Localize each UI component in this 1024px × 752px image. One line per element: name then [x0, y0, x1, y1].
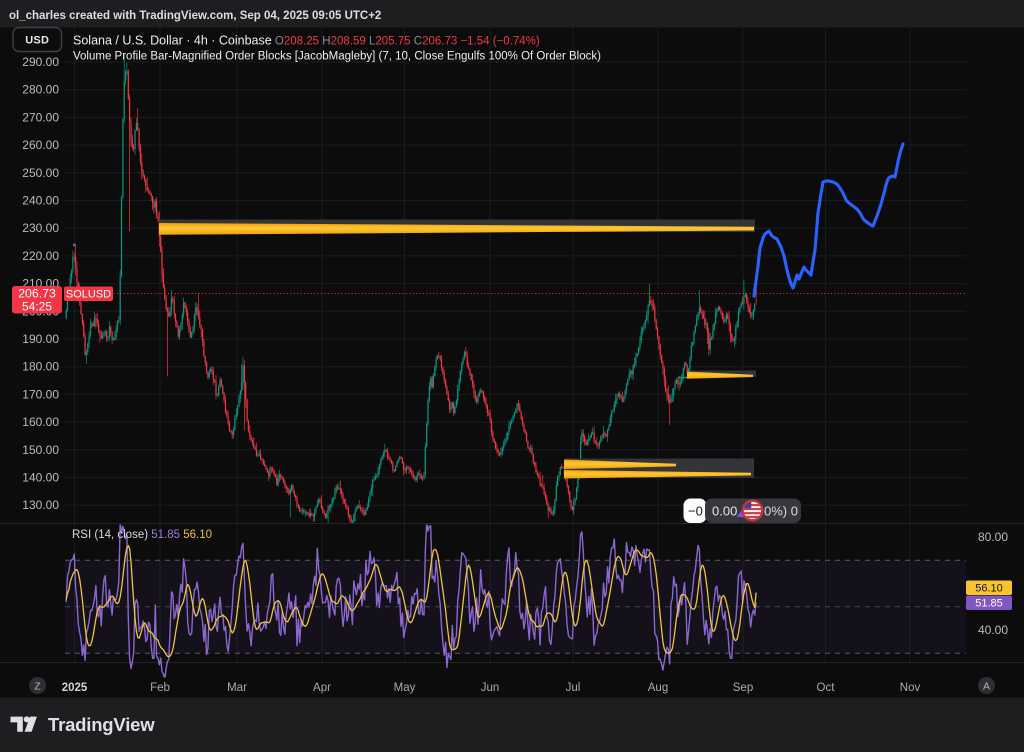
svg-text:USD: USD	[25, 35, 49, 47]
svg-text:150.00: 150.00	[22, 443, 59, 457]
svg-text:220.00: 220.00	[22, 249, 59, 263]
svg-text:160.00: 160.00	[22, 415, 59, 429]
svg-text:Apr: Apr	[313, 682, 331, 694]
svg-text:270.00: 270.00	[22, 110, 59, 124]
svg-text:0%) 0: 0%) 0	[764, 504, 798, 519]
svg-text:Solana / U.S. Dollar · 4h · Co: Solana / U.S. Dollar · 4h · Coinbase O20…	[73, 34, 540, 48]
svg-text:Oct: Oct	[817, 682, 836, 694]
svg-text:Sep: Sep	[733, 682, 753, 694]
svg-text:SOLUSD: SOLUSD	[66, 289, 111, 301]
svg-text:250.00: 250.00	[22, 166, 59, 180]
svg-text:2025: 2025	[62, 682, 88, 694]
svg-text:−0: −0	[688, 504, 703, 519]
svg-text:80.00: 80.00	[978, 530, 1008, 544]
svg-text:40.00: 40.00	[978, 623, 1008, 637]
svg-text:ol_charles created with Tradin: ol_charles created with TradingView.com,…	[9, 10, 381, 22]
svg-text:Volume Profile Bar-Magnified O: Volume Profile Bar-Magnified Order Block…	[73, 51, 601, 63]
svg-text:130.00: 130.00	[22, 498, 59, 512]
svg-text:Z: Z	[34, 681, 41, 693]
svg-text:230.00: 230.00	[22, 221, 59, 235]
svg-text:Mar: Mar	[227, 682, 247, 694]
svg-text:Feb: Feb	[150, 682, 170, 694]
svg-text:290.00: 290.00	[22, 55, 59, 69]
svg-text:260.00: 260.00	[22, 138, 59, 152]
svg-text:0.00: 0.00	[712, 504, 737, 519]
svg-text:Jun: Jun	[481, 682, 500, 694]
svg-text:May: May	[394, 682, 416, 694]
svg-text:190.00: 190.00	[22, 332, 59, 346]
svg-text:Jul: Jul	[566, 682, 581, 694]
svg-text:240.00: 240.00	[22, 194, 59, 208]
svg-text:56.10: 56.10	[975, 583, 1003, 595]
svg-text:206.73: 206.73	[18, 287, 56, 301]
svg-text:Aug: Aug	[648, 682, 668, 694]
svg-text:A: A	[983, 681, 990, 693]
svg-text:51.85: 51.85	[975, 598, 1003, 610]
svg-text:RSI (14, close) 51.85 56.10: RSI (14, close) 51.85 56.10	[72, 529, 212, 541]
svg-text:170.00: 170.00	[22, 387, 59, 401]
svg-text:TradingView: TradingView	[48, 714, 155, 735]
svg-text:140.00: 140.00	[22, 471, 59, 485]
svg-text:54:25: 54:25	[22, 300, 52, 314]
svg-text:180.00: 180.00	[22, 360, 59, 374]
svg-text:280.00: 280.00	[22, 83, 59, 97]
svg-text:Nov: Nov	[900, 682, 921, 694]
